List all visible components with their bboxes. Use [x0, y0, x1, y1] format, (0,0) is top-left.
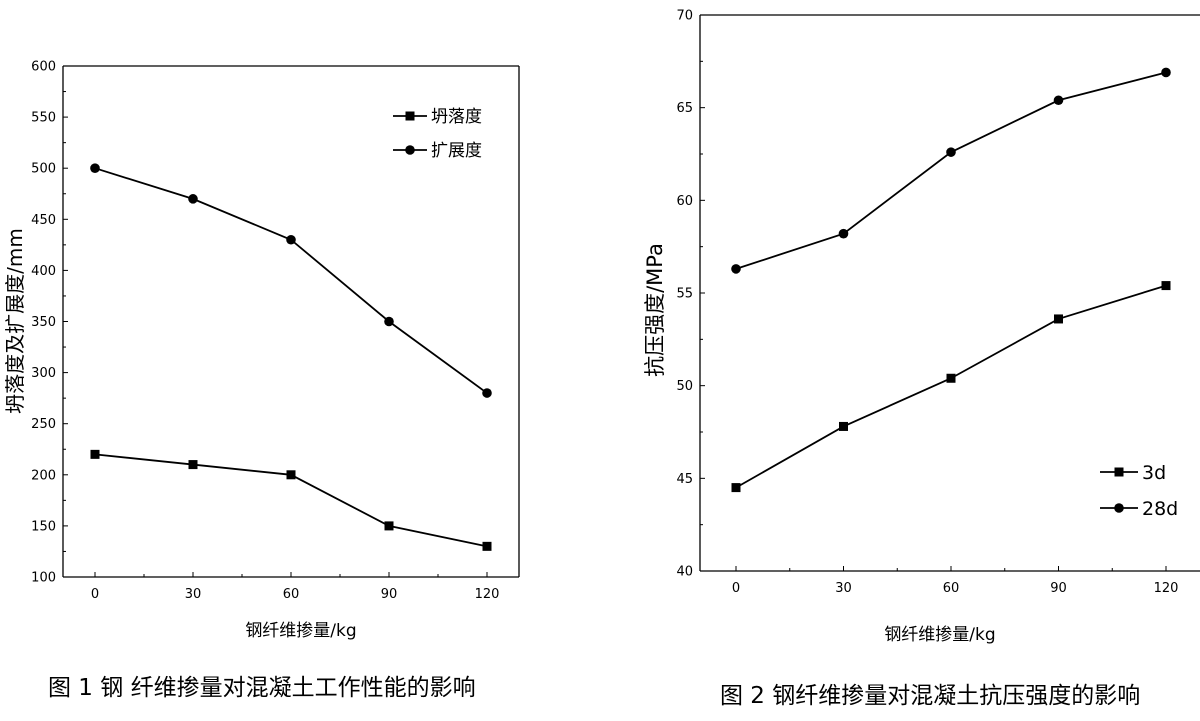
y-tick-label: 450	[31, 213, 56, 228]
data-point-s2-0	[731, 264, 741, 274]
data-point-s2-1	[838, 228, 849, 239]
compressive-strength-chart: 40 45 50 55 60 65 70 0 30 60 90 120 钢纤维掺量/kg 抗压强度/MPa…	[643, 9, 1200, 645]
y-axis-title: 坍落度及扩展度/mm	[3, 228, 27, 414]
series-line-1	[735, 284, 1167, 489]
legend-marker-1	[405, 111, 415, 121]
figure1-caption: 图 1 钢 纤维掺量对混凝土工作性能的影响	[48, 675, 476, 701]
y-axis-title: 抗压强度/MPa	[643, 243, 667, 377]
x-tick-label: 60	[283, 587, 300, 602]
y-tick-label: 200	[31, 468, 56, 483]
y-tick-label: 300	[31, 366, 56, 381]
legend-label-2: 扩展度	[431, 141, 482, 161]
slump-spread-chart: 100 150 200 250 300 350 400 450 500 550 600 0 30 60 90…	[3, 60, 520, 641]
figure2-caption: 图 2 钢纤维掺量对混凝土抗压强度的影响	[720, 683, 1141, 709]
x-tick-label: 90	[381, 587, 398, 602]
y-tick-label: 40	[676, 565, 693, 580]
y-tick-label: 250	[31, 417, 56, 432]
x-axis-title: 钢纤维掺量/kg	[245, 621, 356, 641]
y-tick-label: 70	[676, 9, 693, 24]
legend-label-1: 3d	[1142, 462, 1166, 484]
x-axis-title: 钢纤维掺量/kg	[884, 625, 995, 645]
data-point-s2-0	[90, 163, 100, 173]
y-tick-label: 500	[31, 162, 56, 177]
legend-marker-2	[1114, 503, 1124, 513]
legend-marker-1	[1114, 467, 1124, 477]
data-point-s1-4	[1161, 281, 1171, 291]
data-point-s2-4	[1161, 67, 1171, 78]
data-point-s1-1	[839, 421, 848, 431]
x-tick-label: 30	[185, 587, 202, 602]
data-point-s2-1	[188, 194, 198, 204]
data-point-s2-3	[1053, 95, 1064, 106]
y-tick-label: 600	[31, 60, 56, 75]
data-point-s1-0	[90, 449, 100, 459]
y-tick-label: 400	[31, 264, 56, 279]
data-point-s1-4	[482, 541, 492, 551]
x-tick-label: 0	[732, 581, 740, 596]
data-point-s1-0	[731, 483, 741, 493]
y-tick-label: 350	[31, 315, 56, 330]
x-tick-label: 120	[475, 587, 500, 602]
x-tick-label: 30	[835, 581, 852, 596]
series-line-2	[94, 167, 488, 394]
y-tick-label: 100	[31, 571, 56, 586]
y-tick-label: 50	[676, 379, 693, 394]
x-tick-label: 0	[91, 587, 99, 602]
legend-label-1: 坍落度	[431, 107, 482, 127]
data-point-s2-2	[946, 147, 956, 157]
legend-marker-2	[405, 145, 415, 155]
data-point-s2-4	[482, 388, 492, 398]
y-tick-label: 55	[676, 287, 693, 302]
data-point-s1-3	[384, 521, 394, 531]
y-tick-label: 550	[31, 111, 56, 126]
y-tick-label: 150	[31, 519, 56, 534]
legend-label-2: 28d	[1142, 498, 1178, 520]
data-point-s2-3	[384, 316, 394, 327]
x-tick-label: 60	[943, 581, 960, 596]
series-line-2	[735, 71, 1167, 270]
y-tick-label: 65	[676, 101, 693, 116]
y-tick-label: 45	[676, 472, 693, 487]
x-tick-label: 90	[1050, 581, 1067, 596]
x-tick-label: 120	[1154, 581, 1179, 596]
data-point-s1-1	[188, 460, 198, 470]
data-point-s1-3	[1054, 314, 1063, 324]
data-point-s2-2	[286, 234, 296, 245]
y-tick-label: 60	[676, 194, 693, 209]
data-point-s1-2	[286, 470, 296, 480]
series-line-1	[94, 453, 488, 548]
data-point-s1-2	[946, 373, 956, 383]
